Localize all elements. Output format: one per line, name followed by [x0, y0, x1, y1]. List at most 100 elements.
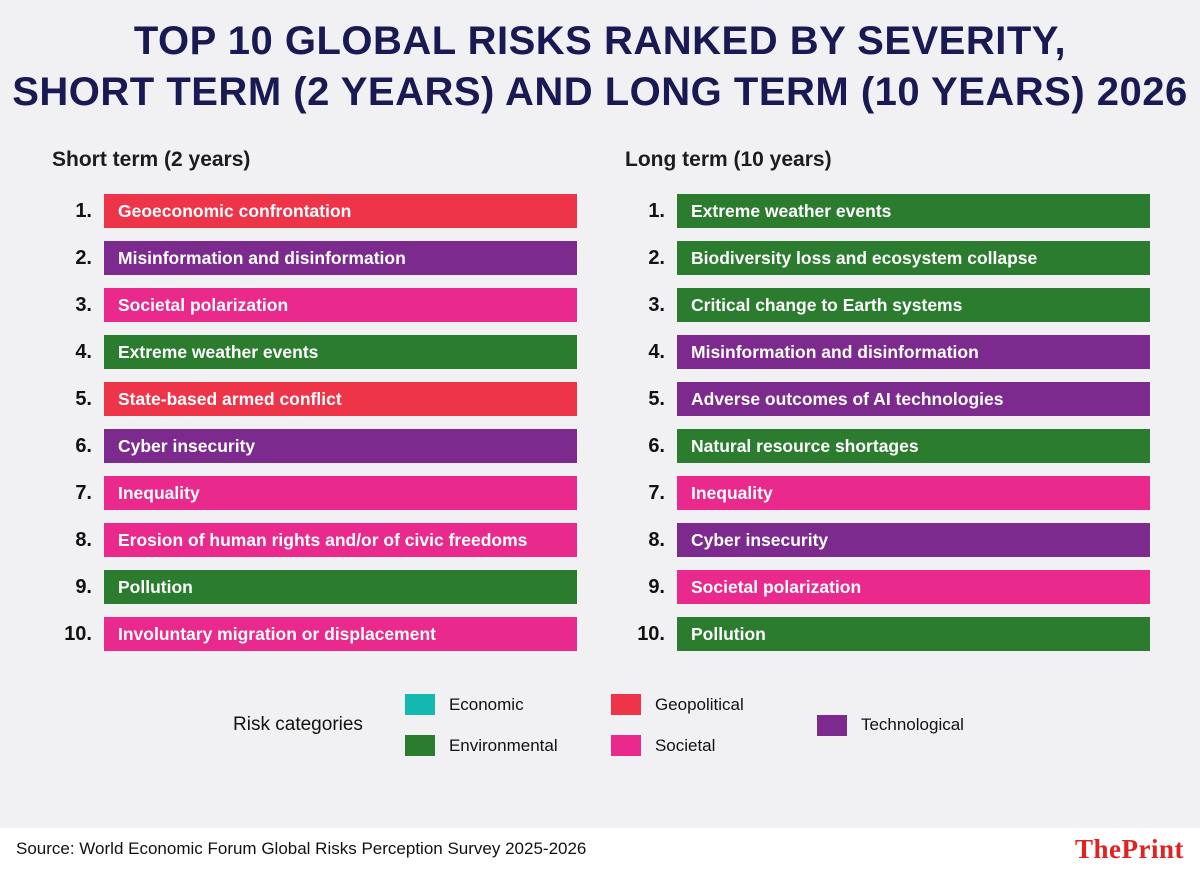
footer-bar: Source: World Economic Forum Global Risk… — [0, 828, 1200, 870]
risk-row: 2. Biodiversity loss and ecosystem collap… — [623, 241, 1150, 276]
risk-bar: Erosion of human rights and/or of civic … — [104, 523, 577, 558]
legend-title: Risk categories — [233, 714, 363, 736]
rank-label: 9. — [648, 575, 665, 598]
risk-row: 10. Involuntary migration or displacement — [50, 617, 577, 652]
risk-row: 10. Pollution — [623, 617, 1150, 652]
rank-label: 1. — [75, 199, 92, 222]
risk-bar-label: Biodiversity loss and ecosystem collapse — [691, 247, 1038, 268]
legend-swatch-geopolitical — [610, 694, 641, 716]
risk-bar: Natural resource shortages — [677, 429, 1150, 464]
legend-swatch-economic — [404, 694, 435, 716]
rank-label: 3. — [648, 293, 665, 316]
risk-bar-label: Geoeconomic confrontation — [118, 200, 352, 221]
rank-label: 2. — [648, 246, 665, 269]
legend-label-environmental: Environmental — [448, 735, 558, 755]
rank-label: 4. — [75, 340, 92, 363]
risk-row: 2. Misinformation and disinformation — [50, 241, 577, 276]
risk-bar-label: Societal polarization — [118, 294, 289, 315]
legend-item-technological: Technological — [816, 714, 967, 736]
rank-label: 10. — [637, 622, 665, 645]
rank-label: 5. — [648, 387, 665, 410]
legend-column-3: Technological — [816, 714, 967, 736]
risk-bar: Extreme weather events — [677, 194, 1150, 229]
legend-column-1: Economic Environmental — [404, 694, 573, 757]
short-term-heading: Short term (2 years) — [52, 148, 251, 172]
risk-bar-label: Inequality — [118, 482, 200, 503]
legend-label-economic: Economic — [448, 694, 524, 714]
source-text: Source: World Economic Forum Global Risk… — [16, 839, 587, 858]
risk-bar: Pollution — [104, 570, 577, 605]
risk-bar-label: Societal polarization — [691, 576, 862, 597]
rank-label: 3. — [75, 293, 92, 316]
risk-bar-label: Inequality — [691, 482, 773, 503]
legend-item-economic: Economic — [404, 694, 573, 716]
risk-row: 8. Cyber insecurity — [623, 523, 1150, 558]
risk-row: 6. Natural resource shortages — [623, 429, 1150, 464]
chart-title: TOP 10 GLOBAL RISKS RANKED BY SEVERITY, … — [0, 16, 1200, 118]
long-term-column: Long term (10 years) 1. Extreme weather e… — [623, 148, 1150, 664]
risk-bar-label: Extreme weather events — [691, 200, 892, 221]
risk-bar: Misinformation and disinformation — [677, 335, 1150, 370]
risk-bar-label: Pollution — [691, 623, 766, 644]
chart-title-line1: TOP 10 GLOBAL RISKS RANKED BY SEVERITY, — [133, 19, 1067, 63]
risk-row: 4. Misinformation and disinformation — [623, 335, 1150, 370]
short-term-rows: 1. Geoeconomic confrontation 2. Misinformat… — [50, 194, 577, 664]
legend-item-societal: Societal — [610, 735, 779, 757]
risk-bar-label: Cyber insecurity — [691, 529, 829, 550]
risk-row: 3. Societal polarization — [50, 288, 577, 323]
risk-bar: State-based armed conflict — [104, 382, 577, 417]
risk-bar-label: Erosion of human rights and/or of civic … — [118, 529, 528, 550]
legend-label-technological: Technological — [860, 715, 964, 735]
rank-label: 6. — [75, 434, 92, 457]
rank-label: 7. — [648, 481, 665, 504]
risk-bar-label: Cyber insecurity — [118, 435, 256, 456]
risk-bar: Inequality — [677, 476, 1150, 511]
chart-title-line2: SHORT TERM (2 YEARS) AND LONG TERM (10 Y… — [12, 70, 1188, 115]
risk-bar: Cyber insecurity — [104, 429, 577, 464]
risk-bar: Biodiversity loss and ecosystem collapse — [677, 241, 1150, 276]
risk-bar-label: State-based armed conflict — [118, 388, 342, 409]
risk-bar-label: Extreme weather events — [118, 341, 319, 362]
risk-bar: Pollution — [677, 617, 1150, 652]
risk-row: 5. Adverse outcomes of AI technologies — [623, 382, 1150, 417]
rank-label: 1. — [648, 199, 665, 222]
rank-label: 6. — [648, 434, 665, 457]
risk-row: 8. Erosion of human rights and/or of civi… — [50, 523, 577, 558]
rank-label: 10. — [64, 622, 92, 645]
short-term-column: Short term (2 years) 1. Geoeconomic confr… — [50, 148, 577, 664]
risk-bar: Inequality — [104, 476, 577, 511]
legend-swatch-technological — [816, 714, 847, 736]
long-term-heading: Long term (10 years) — [625, 148, 832, 172]
risk-bar: Misinformation and disinformation — [104, 241, 577, 276]
risk-bar-label: Misinformation and disinformation — [118, 247, 406, 268]
risk-row: 9. Societal polarization — [623, 570, 1150, 605]
risk-bar-label: Critical change to Earth systems — [691, 294, 963, 315]
legend-column-2: Geopolitical Societal — [610, 694, 779, 757]
risk-bar: Critical change to Earth systems — [677, 288, 1150, 323]
risk-bar-label: Pollution — [118, 576, 193, 597]
legend: Risk categories Economic Environmental Ge… — [0, 694, 1200, 757]
risk-bar: Extreme weather events — [104, 335, 577, 370]
legend-label-societal: Societal — [654, 735, 716, 755]
theprint-logo: ThePrint — [1075, 833, 1184, 864]
risk-bar-label: Adverse outcomes of AI technologies — [691, 388, 1004, 409]
legend-swatch-societal — [610, 735, 641, 757]
legend-label-geopolitical: Geopolitical — [654, 694, 744, 714]
risk-bar-label: Involuntary migration or displacement — [118, 623, 436, 644]
long-term-rows: 1. Extreme weather events 2. Biodiversity l… — [623, 194, 1150, 664]
rank-label: 8. — [75, 528, 92, 551]
risk-row: 1. Extreme weather events — [623, 194, 1150, 229]
rank-label: 8. — [648, 528, 665, 551]
rank-label: 5. — [75, 387, 92, 410]
risk-row: 1. Geoeconomic confrontation — [50, 194, 577, 229]
risk-bar-label: Natural resource shortages — [691, 435, 919, 456]
risk-bar: Societal polarization — [104, 288, 577, 323]
risk-row: 7. Inequality — [50, 476, 577, 511]
rank-label: 7. — [75, 481, 92, 504]
risk-bar: Cyber insecurity — [677, 523, 1150, 558]
risk-row: 7. Inequality — [623, 476, 1150, 511]
risk-row: 3. Critical change to Earth systems — [623, 288, 1150, 323]
risk-row: 5. State-based armed conflict — [50, 382, 577, 417]
risk-row: 4. Extreme weather events — [50, 335, 577, 370]
